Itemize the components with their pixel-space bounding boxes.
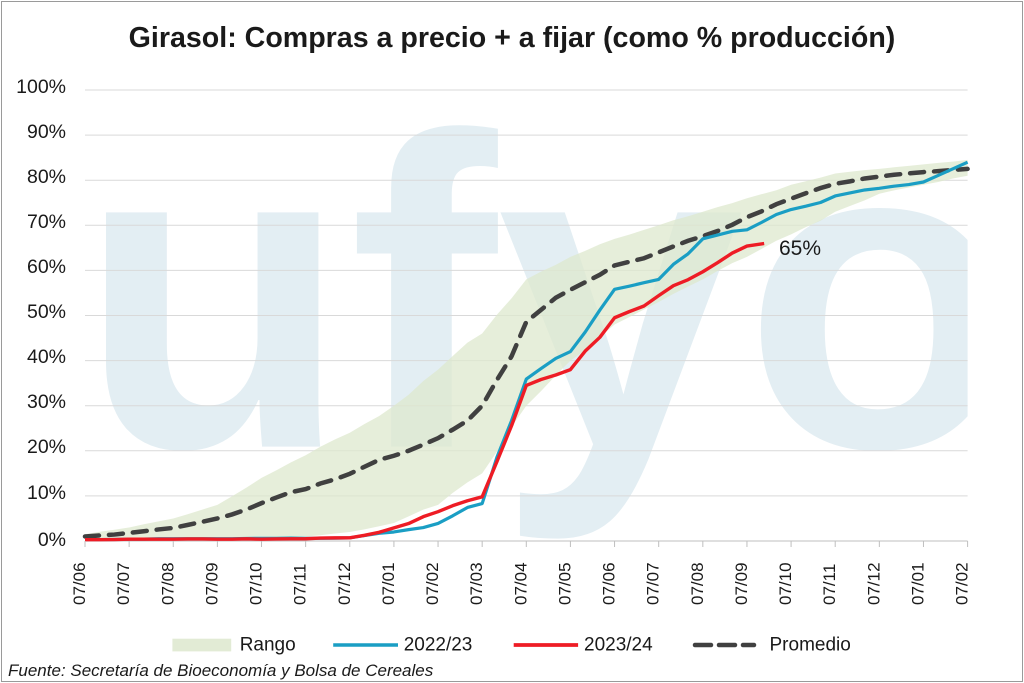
svg-text:50%: 50% (27, 301, 66, 323)
svg-text:07/04: 07/04 (511, 562, 530, 605)
svg-text:Promedio: Promedio (770, 635, 851, 656)
svg-text:40%: 40% (27, 346, 66, 368)
svg-text:07/10: 07/10 (247, 562, 266, 605)
svg-text:2023/24: 2023/24 (584, 635, 653, 656)
svg-text:07/03: 07/03 (467, 562, 486, 605)
svg-text:65%: 65% (779, 237, 821, 260)
svg-text:07/06: 07/06 (600, 562, 619, 605)
svg-text:100%: 100% (16, 76, 66, 98)
svg-text:80%: 80% (27, 166, 66, 188)
svg-text:07/12: 07/12 (864, 562, 883, 605)
svg-text:07/05: 07/05 (555, 562, 574, 605)
svg-text:07/07: 07/07 (114, 562, 133, 605)
svg-text:07/08: 07/08 (688, 562, 707, 605)
svg-text:07/09: 07/09 (202, 562, 221, 605)
svg-text:07/06: 07/06 (70, 562, 89, 605)
svg-text:07/07: 07/07 (644, 562, 663, 605)
svg-text:30%: 30% (27, 391, 66, 413)
svg-text:07/01: 07/01 (908, 562, 927, 605)
svg-text:07/09: 07/09 (732, 562, 751, 605)
svg-text:07/11: 07/11 (291, 564, 310, 605)
svg-text:07/08: 07/08 (158, 562, 177, 605)
svg-text:Fuente: Secretaría de Bioecono: Fuente: Secretaría de Bioeconomía y Bols… (8, 661, 434, 680)
svg-text:Rango: Rango (240, 635, 296, 656)
svg-text:70%: 70% (27, 211, 66, 233)
svg-text:07/02: 07/02 (953, 562, 972, 605)
svg-text:07/12: 07/12 (335, 562, 354, 605)
svg-text:60%: 60% (27, 256, 66, 278)
svg-text:20%: 20% (27, 436, 66, 458)
svg-text:90%: 90% (27, 121, 66, 143)
svg-text:07/01: 07/01 (379, 562, 398, 605)
svg-text:0%: 0% (38, 529, 66, 551)
svg-text:07/02: 07/02 (423, 562, 442, 605)
svg-text:07/10: 07/10 (776, 562, 795, 605)
svg-text:2022/23: 2022/23 (404, 635, 473, 656)
svg-text:10%: 10% (27, 482, 66, 504)
svg-text:07/11: 07/11 (820, 564, 839, 605)
